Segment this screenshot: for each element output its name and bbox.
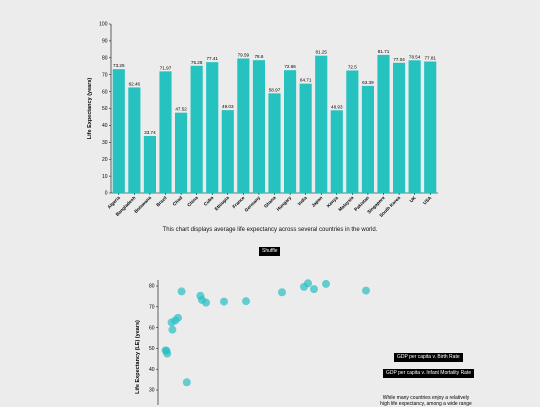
scatter-y-tick-label: 40: [149, 367, 155, 373]
scatter-point: [174, 313, 182, 322]
bar: [112, 69, 125, 193]
y-axis-title: Life Expectancy (years): [87, 78, 93, 140]
bar: [174, 112, 188, 193]
bar-value-label: 81.25: [315, 50, 327, 55]
y-tick-label: 10: [102, 174, 108, 180]
bar: [221, 110, 234, 193]
scatter-point: [310, 285, 318, 294]
bar: [206, 62, 219, 194]
bar: [315, 55, 328, 193]
bar: [408, 60, 421, 194]
bar: [424, 61, 437, 193]
scatter-point: [322, 279, 330, 288]
scatter-point: [168, 325, 177, 334]
scatter-point: [177, 287, 186, 296]
scatter-point: [278, 288, 286, 297]
y-tick-label: 40: [102, 123, 108, 129]
bar-value-label: 72.5: [348, 64, 357, 69]
scatter-note: While many countries enjoy a relatively …: [380, 395, 472, 407]
bar-value-label: 71.97: [160, 65, 172, 70]
y-tick-label: 70: [102, 72, 108, 78]
bar-value-label: 62.46: [129, 81, 141, 86]
scatter-y-tick-label: 30: [149, 388, 155, 394]
bar: [190, 65, 203, 193]
scatter-y-tick-label: 70: [149, 305, 155, 311]
bar: [392, 62, 406, 193]
scatter-point: [182, 378, 191, 387]
bar: [361, 85, 375, 193]
y-tick-label: 100: [99, 22, 108, 28]
scatter-point: [163, 349, 172, 358]
chart-caption: This chart displays average life expecta…: [162, 227, 378, 233]
life-expectancy-bar-chart: 0 10 20 30 40 50 60 70 80 90 100 Life Expectancy (y…: [87, 22, 438, 218]
y-tick-label: 90: [102, 39, 108, 45]
bar: [330, 110, 343, 193]
scatter-point: [202, 298, 210, 307]
bar-value-label: 73.26: [113, 63, 125, 68]
bar: [128, 87, 141, 193]
bar: [299, 83, 312, 193]
bar-value-label: 33.74: [144, 130, 156, 135]
scatter-point: [362, 286, 370, 295]
scatter-y-axis-title: Life Expectancy (LE) (years): [135, 320, 141, 394]
gdp-birth-rate-button[interactable]: GDP per capita v. Birth Rate: [394, 353, 463, 362]
y-tick-label: 30: [102, 140, 108, 146]
shuffle-button[interactable]: Shuffle: [259, 247, 281, 256]
y-tick-label: 50: [102, 106, 108, 112]
bar-value-label: 81.71: [378, 49, 390, 54]
bar: [159, 71, 172, 193]
scatter-y-tick-label: 80: [149, 284, 155, 290]
bar-value-label: 79.59: [238, 52, 250, 57]
scatter-point: [242, 297, 250, 306]
gdp-infant-mortality-button[interactable]: GDP per capita v. Infant Mortality Rate: [383, 369, 475, 378]
bar-value-label: 78.54: [409, 54, 421, 59]
bar: [377, 54, 390, 194]
x-tick-label: USA: [422, 195, 433, 206]
bar-value-label: 48.93: [331, 104, 343, 109]
scatter-y-tick-label: 60: [149, 325, 155, 331]
scatter-y-tick-label: 50: [149, 346, 155, 352]
bar-value-label: 63.39: [362, 80, 374, 85]
y-tick-label: 20: [102, 157, 108, 163]
bar-value-label: 47.52: [175, 107, 187, 112]
bar-value-label: 64.71: [300, 78, 312, 83]
bar-value-label: 58.97: [269, 87, 281, 92]
bar: [346, 70, 359, 193]
y-tick-label: 60: [102, 89, 108, 95]
bar: [268, 93, 281, 193]
y-tick-label: 0: [105, 191, 108, 197]
bar-value-label: 78.6: [254, 54, 263, 59]
x-tick-label: UK: [409, 195, 418, 204]
bar: [283, 70, 297, 193]
x-tick-label: Cuba: [203, 195, 215, 207]
scatter-point: [220, 297, 228, 306]
bar-value-label: 77.41: [206, 56, 218, 61]
bar-value-label: 77.04: [393, 57, 405, 62]
bar-value-label: 75.28: [191, 60, 203, 65]
bar-value-label: 49.03: [222, 104, 234, 109]
bar-value-label: 77.81: [424, 56, 436, 61]
bar-value-label: 72.66: [284, 64, 296, 69]
scatter-point: [304, 279, 312, 288]
bar: [237, 58, 250, 193]
bar: [252, 60, 266, 193]
x-tick-label: Chad: [172, 195, 184, 207]
x-tick-label: India: [297, 195, 308, 206]
bar: [143, 135, 157, 193]
y-tick-label: 80: [102, 56, 108, 62]
